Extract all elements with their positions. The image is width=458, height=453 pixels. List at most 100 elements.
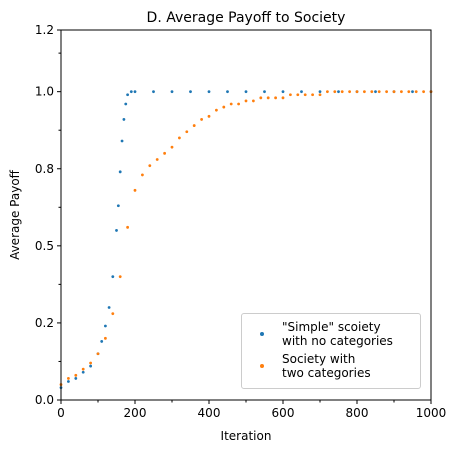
point — [400, 90, 403, 94]
point — [116, 204, 120, 208]
point — [100, 340, 104, 343]
y-tick-label: 1.0 — [35, 85, 54, 99]
point — [126, 93, 129, 97]
point — [148, 164, 152, 168]
point — [266, 96, 270, 100]
legend: "Simple" scoiety with no categories Socie… — [241, 313, 421, 389]
y-tick-label: 0.0 — [35, 393, 54, 407]
point — [333, 90, 337, 94]
point — [89, 361, 92, 365]
point — [118, 170, 122, 174]
point — [74, 377, 78, 380]
x-tick-label: 800 — [346, 406, 369, 420]
point — [107, 306, 111, 309]
point — [192, 124, 196, 127]
legend-label: "Simple" scoiety with no categories — [282, 320, 393, 348]
point — [374, 90, 377, 94]
point — [207, 114, 211, 118]
point — [118, 275, 122, 279]
point — [170, 90, 174, 94]
x-tick-label: 1000 — [416, 406, 447, 420]
point — [74, 373, 78, 377]
point — [129, 90, 133, 94]
legend-label: Society with two categories — [282, 352, 371, 380]
point — [122, 118, 126, 121]
point — [377, 90, 381, 94]
point — [178, 136, 181, 140]
point — [363, 90, 366, 94]
point — [311, 93, 314, 97]
point — [274, 96, 277, 100]
point — [133, 188, 137, 192]
point — [407, 90, 411, 94]
point — [226, 90, 229, 94]
point — [318, 93, 322, 97]
point — [259, 96, 263, 100]
point — [289, 93, 292, 97]
point — [237, 102, 241, 106]
point — [104, 336, 107, 340]
point — [111, 275, 115, 279]
legend-entry: "Simple" scoiety with no categories — [242, 320, 420, 348]
point — [392, 90, 396, 94]
point — [115, 229, 118, 232]
point — [67, 380, 70, 383]
point — [422, 90, 425, 94]
point — [414, 90, 418, 94]
point — [348, 90, 351, 94]
x-tick-label: 0 — [57, 406, 65, 420]
point — [337, 90, 340, 94]
x-tick-label: 200 — [124, 406, 147, 420]
point — [370, 90, 374, 94]
point — [155, 158, 159, 161]
y-tick-label: 0.2 — [35, 316, 54, 330]
point — [120, 139, 124, 143]
y-tick-label: 0.5 — [35, 239, 54, 253]
y-axis-label: Average Payoff — [8, 169, 22, 260]
legend-marker — [260, 332, 264, 336]
point — [124, 102, 128, 106]
y-tick-label: 1.2 — [35, 23, 54, 37]
point — [244, 90, 248, 94]
point — [296, 93, 300, 97]
legend-marker — [260, 364, 264, 368]
point — [263, 90, 266, 94]
point — [326, 90, 329, 94]
y-tick-label: 0.8 — [35, 162, 54, 176]
point — [189, 90, 192, 94]
point — [111, 312, 115, 316]
point — [141, 173, 144, 177]
point — [163, 151, 167, 155]
point — [281, 96, 285, 100]
point — [318, 90, 322, 94]
plot-frame — [60, 29, 432, 401]
point — [67, 377, 70, 380]
point — [200, 118, 204, 121]
legend-entry: Society with two categories — [242, 352, 420, 380]
chart-title: D. Average Payoff to Society — [147, 10, 346, 26]
point — [355, 90, 359, 94]
point — [222, 105, 226, 109]
point — [81, 367, 85, 371]
x-tick-label: 600 — [272, 406, 295, 420]
point — [340, 90, 344, 94]
point — [300, 90, 303, 94]
point — [81, 370, 85, 374]
point — [207, 90, 211, 94]
point — [89, 364, 92, 368]
point — [229, 102, 233, 106]
point — [244, 99, 248, 103]
x-axis-label: Iteration — [221, 429, 272, 443]
point — [385, 90, 388, 94]
x-tick-label: 400 — [198, 406, 221, 420]
point — [133, 90, 137, 94]
point — [152, 90, 155, 94]
point — [281, 90, 285, 94]
point — [96, 352, 100, 356]
point — [215, 108, 218, 112]
point — [252, 99, 255, 103]
point — [411, 90, 414, 94]
point — [170, 145, 174, 149]
point — [104, 324, 107, 328]
